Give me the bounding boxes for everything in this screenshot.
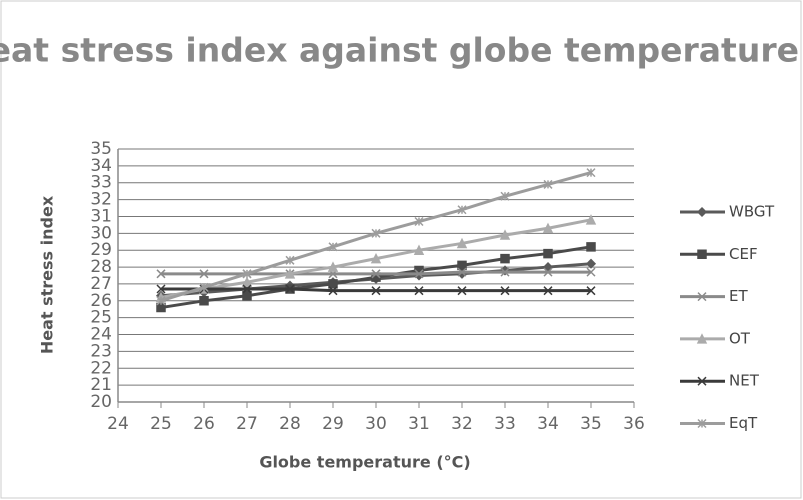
marker bbox=[696, 206, 708, 218]
y-tick-label: 21 bbox=[90, 375, 112, 395]
marker bbox=[586, 242, 596, 252]
x-tick-label: 35 bbox=[580, 414, 602, 434]
marker bbox=[414, 269, 424, 279]
y-tick-label: 24 bbox=[90, 325, 112, 345]
marker bbox=[328, 286, 338, 296]
marker bbox=[285, 284, 295, 294]
marker bbox=[500, 253, 510, 264]
x-tick-label: 32 bbox=[451, 414, 473, 434]
marker bbox=[156, 296, 166, 306]
legend-label: EqT bbox=[729, 414, 758, 432]
legend-label: OT bbox=[729, 329, 751, 347]
y-axis-label: Heat stress index bbox=[38, 195, 57, 354]
y-tick-label: 27 bbox=[90, 274, 112, 294]
marker bbox=[414, 286, 424, 296]
x-tick-label: 29 bbox=[322, 414, 344, 434]
x-tick-label: 28 bbox=[279, 414, 301, 434]
x-tick-label: 33 bbox=[494, 414, 516, 434]
y-tick-label: 34 bbox=[90, 156, 112, 176]
marker bbox=[543, 179, 553, 189]
y-tick-label: 30 bbox=[90, 223, 112, 243]
marker bbox=[457, 205, 467, 215]
marker bbox=[500, 191, 510, 201]
legend-label: ET bbox=[729, 287, 748, 305]
marker bbox=[371, 269, 381, 279]
marker bbox=[697, 418, 707, 429]
marker bbox=[414, 216, 424, 227]
marker bbox=[156, 269, 166, 279]
marker bbox=[413, 244, 425, 255]
marker bbox=[586, 286, 596, 296]
marker bbox=[371, 286, 381, 296]
y-tick-label: 22 bbox=[90, 358, 112, 378]
x-tick-label: 24 bbox=[107, 414, 129, 434]
x-axis-label: Globe temperature (°C) bbox=[259, 453, 470, 472]
legend-label: WBGT bbox=[729, 203, 775, 221]
marker bbox=[697, 249, 707, 260]
marker bbox=[241, 276, 253, 287]
marker bbox=[199, 296, 209, 306]
marker bbox=[199, 269, 209, 279]
marker bbox=[457, 267, 467, 277]
marker bbox=[457, 286, 467, 296]
marker bbox=[500, 286, 510, 296]
marker bbox=[543, 248, 553, 259]
y-tick-label: 29 bbox=[90, 240, 112, 260]
marker bbox=[586, 168, 596, 178]
marker bbox=[585, 214, 597, 225]
x-tick-label: 34 bbox=[537, 414, 559, 434]
marker bbox=[371, 228, 381, 238]
x-tick-label: 26 bbox=[193, 414, 215, 434]
marker bbox=[457, 260, 467, 271]
marker bbox=[696, 333, 708, 344]
marker bbox=[543, 286, 553, 296]
marker bbox=[328, 279, 338, 289]
y-tick-label: 32 bbox=[90, 190, 112, 210]
marker bbox=[586, 267, 596, 277]
marker bbox=[542, 222, 554, 234]
y-tick-label: 25 bbox=[90, 308, 112, 328]
marker bbox=[500, 267, 510, 277]
legend-label: CEF bbox=[729, 245, 758, 263]
marker bbox=[543, 267, 553, 277]
x-tick-label: 31 bbox=[408, 414, 430, 434]
marker bbox=[697, 376, 707, 386]
y-tick-label: 26 bbox=[90, 291, 112, 311]
y-tick-label: 23 bbox=[90, 341, 112, 361]
x-tick-label: 30 bbox=[365, 414, 387, 434]
marker bbox=[697, 292, 707, 302]
marker bbox=[242, 284, 252, 294]
marker bbox=[242, 269, 252, 279]
marker bbox=[156, 284, 166, 294]
marker bbox=[585, 258, 597, 269]
marker bbox=[456, 237, 468, 249]
marker bbox=[199, 282, 209, 292]
marker bbox=[242, 290, 252, 301]
y-tick-label: 28 bbox=[90, 257, 112, 277]
marker bbox=[370, 252, 382, 264]
y-tick-label: 20 bbox=[90, 392, 112, 412]
chart-title: Heat stress index against globe temperat… bbox=[0, 31, 799, 70]
x-tick-label: 36 bbox=[623, 414, 645, 434]
marker bbox=[327, 261, 339, 272]
y-tick-label: 33 bbox=[90, 173, 112, 193]
marker bbox=[285, 255, 295, 265]
x-tick-label: 25 bbox=[150, 414, 172, 434]
marker bbox=[328, 242, 338, 252]
marker bbox=[499, 229, 511, 240]
y-tick-label: 35 bbox=[90, 139, 112, 159]
x-tick-label: 27 bbox=[236, 414, 258, 434]
marker bbox=[284, 268, 296, 279]
marker bbox=[156, 302, 166, 313]
y-tick-label: 31 bbox=[90, 206, 112, 226]
legend-label: NET bbox=[729, 372, 760, 390]
